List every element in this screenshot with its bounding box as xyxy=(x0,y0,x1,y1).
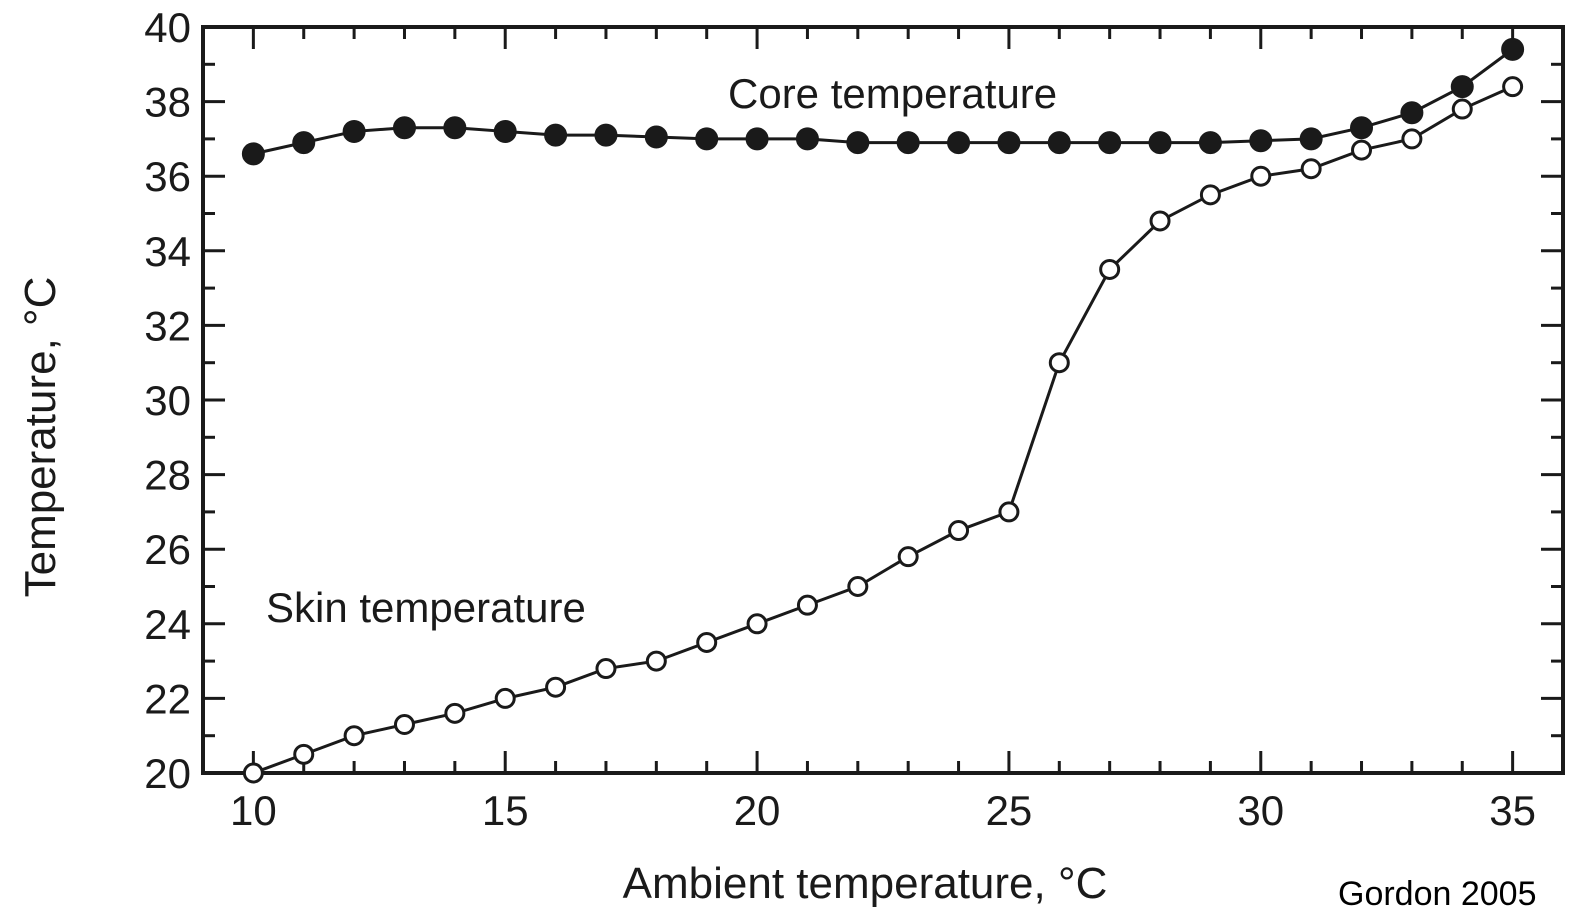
series-lines xyxy=(252,48,1514,775)
skin-temperature-point xyxy=(998,501,1020,523)
y-tick-label: 36 xyxy=(144,153,191,200)
skin-temperature-point xyxy=(1250,165,1272,187)
skin-temperature-point xyxy=(645,650,667,672)
core-temperature-point xyxy=(241,142,265,166)
skin-temperature-point xyxy=(1099,258,1121,280)
x-tick-label: 15 xyxy=(482,787,529,834)
core-temperature-point xyxy=(896,131,920,155)
skin-temperature-point xyxy=(293,743,315,765)
skin-temperature-point xyxy=(1149,210,1171,232)
core-temperature-point xyxy=(1450,75,1474,99)
skin-temperature-point xyxy=(897,546,919,568)
y-axis-title: Temperature, °C xyxy=(16,277,65,598)
x-tick-label: 30 xyxy=(1237,787,1284,834)
y-tick-label: 40 xyxy=(144,4,191,51)
skin-temperature-point xyxy=(242,762,264,784)
skin-temperature-point xyxy=(1502,76,1524,98)
skin-temperature-point xyxy=(595,658,617,680)
skin-temperature-point xyxy=(343,725,365,747)
skin-temperature-line xyxy=(252,85,1514,775)
y-tick-labels: 20 22 24 26 28 30 32 34 36 38 40 xyxy=(144,4,191,797)
core-temperature-point xyxy=(1501,37,1525,61)
core-temperature-point xyxy=(594,123,618,147)
y-tick-label: 32 xyxy=(144,302,191,349)
y-tick-label: 28 xyxy=(144,452,191,499)
core-temperature-point xyxy=(1148,131,1172,155)
skin-temperature-point xyxy=(1451,98,1473,120)
skin-temperature-point xyxy=(1401,128,1423,150)
core-temperature-point xyxy=(292,131,316,155)
skin-temperature-point xyxy=(1199,184,1221,206)
core-temperature-point xyxy=(745,127,769,151)
skin-temperature-point xyxy=(796,594,818,616)
core-temperature-point xyxy=(493,119,517,143)
core-temperature-point xyxy=(1047,131,1071,155)
y-tick-label: 20 xyxy=(144,750,191,797)
skin-temperature-point xyxy=(444,702,466,724)
core-temperature-point xyxy=(1350,116,1374,140)
core-temperature-point xyxy=(1249,129,1273,153)
core-temperature-point xyxy=(947,131,971,155)
x-axis-title: Ambient temperature, °C xyxy=(623,859,1108,908)
skin-temperature-point xyxy=(847,576,869,597)
skin-temperature-annotation: Skin temperature xyxy=(266,584,586,631)
x-tick-label: 20 xyxy=(734,787,781,834)
core-temperature-point xyxy=(1098,131,1122,155)
y-tick-label: 26 xyxy=(144,526,191,573)
core-temperature-point xyxy=(342,119,366,143)
core-temperature-point xyxy=(1198,131,1222,155)
core-temperature-point xyxy=(644,125,668,149)
skin-temperature-point xyxy=(393,714,415,736)
credit-text: Gordon 2005 xyxy=(1338,875,1537,913)
y-tick-label: 30 xyxy=(144,377,191,424)
core-temperature-point xyxy=(1299,127,1323,151)
x-tick-labels: 10 15 20 25 30 35 xyxy=(230,787,1536,834)
core-temperature-point xyxy=(392,116,416,140)
x-tick-label: 35 xyxy=(1489,787,1536,834)
x-tick-label: 10 xyxy=(230,787,277,834)
y-tick-label: 24 xyxy=(144,601,191,648)
series-markers xyxy=(241,37,1525,784)
core-temperature-point xyxy=(443,116,467,140)
core-temperature-point xyxy=(846,131,870,155)
core-temperature-point xyxy=(695,127,719,151)
axis-ticks xyxy=(201,25,1565,775)
y-tick-label: 38 xyxy=(144,79,191,126)
core-temperature-point xyxy=(997,131,1021,155)
skin-temperature-point xyxy=(746,613,768,635)
skin-temperature-point xyxy=(494,687,516,709)
skin-temperature-point xyxy=(1351,139,1373,161)
x-tick-label: 25 xyxy=(986,787,1033,834)
y-tick-label: 22 xyxy=(144,675,191,722)
skin-temperature-point xyxy=(1300,158,1322,180)
skin-temperature-point xyxy=(1048,352,1070,374)
core-temperature-point xyxy=(795,127,819,151)
skin-temperature-point xyxy=(948,520,970,542)
core-temperature-annotation: Core temperature xyxy=(728,70,1057,117)
y-tick-label: 34 xyxy=(144,228,191,275)
core-temperature-point xyxy=(544,123,568,147)
skin-temperature-point xyxy=(696,631,718,653)
core-temperature-point xyxy=(1400,101,1424,125)
skin-temperature-point xyxy=(545,676,567,698)
